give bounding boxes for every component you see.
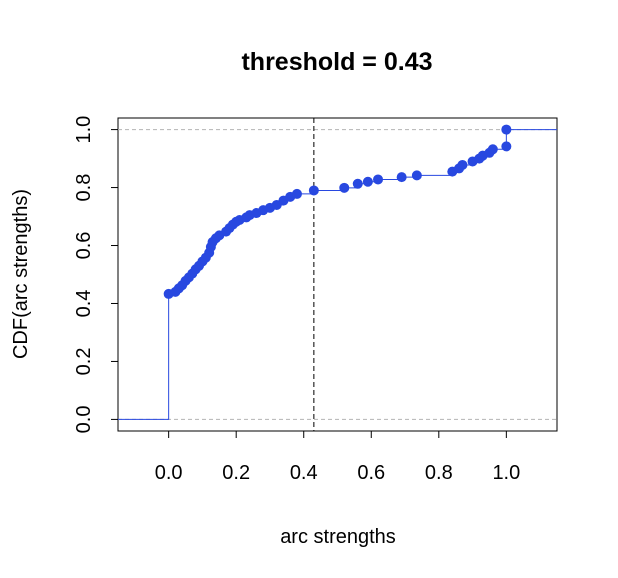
data-point: [411, 170, 422, 181]
y-tick-label: 0.4: [73, 290, 95, 318]
data-point: [373, 174, 384, 185]
y-tick-label: 0.2: [73, 348, 95, 376]
y-tick-label: 1.0: [73, 116, 95, 144]
data-point: [487, 144, 498, 155]
data-point: [339, 182, 350, 193]
y-tick-label: 0.0: [73, 406, 95, 434]
data-point: [291, 188, 302, 199]
data-point: [352, 178, 363, 189]
data-point: [457, 159, 468, 170]
x-tick-label: 0.8: [425, 462, 453, 484]
x-tick-label: 0.6: [357, 462, 385, 484]
x-tick-label: 0.2: [222, 462, 250, 484]
y-axis-label: CDF(arc strengths): [10, 189, 32, 359]
data-point: [308, 185, 319, 196]
x-tick-label: 0.4: [290, 462, 318, 484]
data-point: [362, 176, 373, 187]
x-tick-label: 0.0: [155, 462, 183, 484]
x-axis-label: arc strengths: [280, 526, 396, 548]
data-point: [396, 172, 407, 183]
x-tick-label: 1.0: [492, 462, 520, 484]
data-point: [501, 141, 512, 152]
data-point: [501, 124, 512, 135]
plot-area: 0.0 0.2 0.4 0.6 0.8 1.0 0.0 0.2 0.4 0.6 0.8 1.0: [73, 116, 558, 484]
plot-frame: [117, 117, 558, 432]
chart-title: threshold = 0.43: [241, 48, 432, 76]
cdf-step-line: [118, 129, 557, 420]
y-tick-label: 0.8: [73, 174, 95, 202]
y-tick-label: 0.6: [73, 232, 95, 260]
